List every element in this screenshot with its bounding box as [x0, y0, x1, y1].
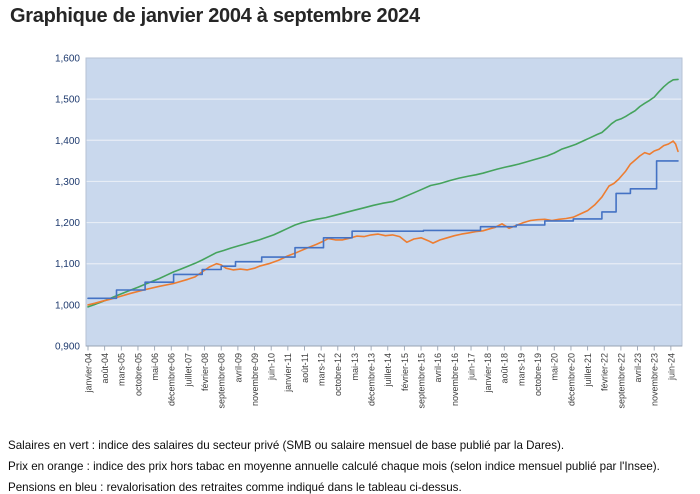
x-axis-label: novembre-23 [650, 353, 660, 406]
x-axis-label: mai-13 [350, 353, 360, 381]
x-axis-label: mars-12 [317, 353, 327, 386]
x-axis-label: février-22 [600, 353, 610, 391]
x-axis-label: mai-06 [150, 353, 160, 381]
x-axis-label: avril-16 [433, 353, 443, 383]
plot-background [86, 58, 682, 346]
page-title: Graphique de janvier 2004 à septembre 20… [10, 5, 420, 27]
pensions-line [87, 160, 679, 300]
note-salaires: Salaires en vert : indice des salaires d… [8, 439, 565, 452]
x-axis-label: décembre-06 [167, 353, 177, 406]
x-axis-label: mai-20 [550, 353, 560, 381]
legend-notes: Salaires en vert : indice des salaires d… [8, 435, 696, 494]
x-axis-label: septembre-08 [217, 353, 227, 409]
x-axis-label: septembre-15 [416, 353, 426, 409]
note-pensions: Pensions en bleu : revalorisation des re… [8, 481, 462, 494]
x-axis-label: juillet-07 [183, 353, 193, 388]
salaires-line [87, 78, 679, 308]
y-axis-label: 0,900 [55, 342, 80, 353]
x-axis-label: décembre-20 [566, 353, 576, 406]
x-axis-label: octobre-19 [533, 353, 543, 396]
x-axis-label: février-15 [400, 353, 410, 391]
x-axis-label: mars-19 [516, 353, 526, 386]
y-axis-label: 1,200 [55, 218, 80, 229]
x-axis-label: décembre-13 [367, 353, 377, 406]
x-axis-label: janvier-04 [83, 353, 93, 394]
x-axis-label: septembre-22 [616, 353, 626, 409]
x-axis-label: août-11 [300, 353, 310, 383]
x-axis-label: juillet-21 [583, 353, 593, 388]
x-axis-label: mars-05 [117, 353, 127, 386]
x-axis-label: août-18 [500, 353, 510, 384]
x-axis-label: février-08 [200, 353, 210, 391]
x-axis-label: janvier-11 [283, 353, 293, 393]
x-axis-label: juin-24 [666, 353, 676, 381]
x-axis-label: juin-10 [267, 353, 277, 381]
y-axis-label: 1,600 [55, 54, 80, 65]
x-axis-label: juillet-14 [383, 353, 393, 388]
x-axis-label: janvier-18 [483, 353, 493, 394]
x-axis-label: octobre-12 [333, 353, 343, 396]
y-axis-label: 1,100 [55, 259, 80, 270]
y-axis-label: 1,000 [55, 300, 80, 311]
x-axis-label: novembre-16 [450, 353, 460, 406]
prix-line [87, 140, 679, 306]
y-axis-label: 1,300 [55, 177, 80, 188]
x-axis-label: octobre-05 [133, 353, 143, 396]
note-prix: Prix en orange : indice des prix hors ta… [8, 460, 660, 473]
x-axis-label: avril-23 [633, 353, 643, 383]
y-axis-label: 1,500 [55, 95, 80, 106]
x-axis-label: avril-09 [233, 353, 243, 383]
y-axis-label: 1,400 [55, 136, 80, 147]
x-axis-label: août-04 [100, 353, 110, 384]
x-axis-label: juin-17 [466, 353, 476, 381]
x-axis-label: novembre-09 [250, 353, 260, 406]
